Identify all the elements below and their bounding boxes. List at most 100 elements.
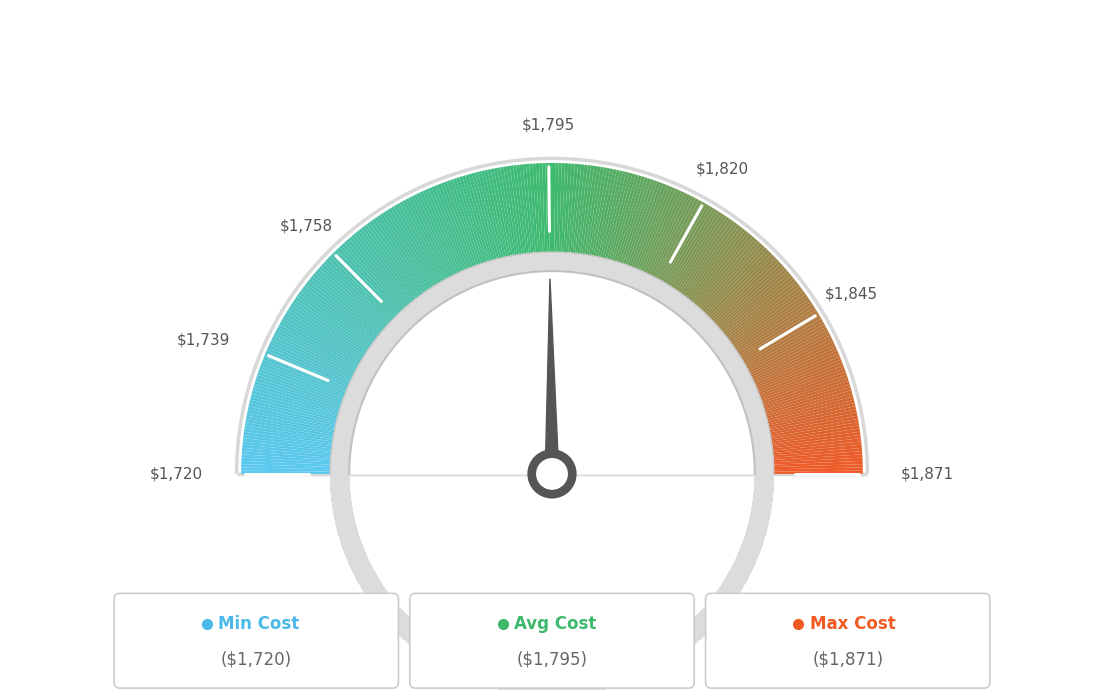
Wedge shape: [330, 252, 774, 690]
Wedge shape: [644, 191, 684, 275]
Wedge shape: [731, 294, 807, 348]
Wedge shape: [297, 294, 373, 348]
Wedge shape: [330, 252, 774, 690]
Wedge shape: [330, 252, 774, 690]
Wedge shape: [330, 252, 774, 690]
Wedge shape: [330, 252, 774, 690]
Wedge shape: [723, 278, 796, 337]
Wedge shape: [268, 344, 352, 384]
Wedge shape: [676, 217, 730, 293]
Wedge shape: [772, 461, 862, 467]
Wedge shape: [330, 252, 774, 690]
Wedge shape: [359, 228, 417, 302]
Wedge shape: [687, 228, 745, 302]
Wedge shape: [751, 342, 835, 382]
Wedge shape: [330, 252, 774, 690]
Wedge shape: [330, 252, 774, 690]
Wedge shape: [330, 252, 774, 690]
Wedge shape: [330, 252, 774, 690]
Wedge shape: [374, 217, 428, 293]
Wedge shape: [330, 252, 774, 690]
Wedge shape: [330, 252, 774, 690]
Wedge shape: [330, 252, 774, 690]
Wedge shape: [330, 252, 774, 690]
Wedge shape: [330, 252, 774, 690]
Wedge shape: [330, 252, 774, 690]
Wedge shape: [744, 322, 825, 368]
Wedge shape: [330, 252, 774, 690]
Wedge shape: [330, 252, 774, 690]
Wedge shape: [246, 415, 336, 435]
Wedge shape: [737, 307, 816, 358]
Wedge shape: [607, 172, 633, 262]
Wedge shape: [330, 252, 774, 690]
Wedge shape: [330, 252, 774, 690]
Wedge shape: [771, 442, 861, 453]
Wedge shape: [330, 252, 774, 690]
Wedge shape: [330, 252, 774, 690]
Wedge shape: [330, 252, 774, 690]
Wedge shape: [330, 252, 774, 690]
Wedge shape: [330, 252, 774, 690]
Wedge shape: [330, 252, 774, 690]
Wedge shape: [330, 252, 774, 690]
Wedge shape: [696, 239, 757, 309]
Wedge shape: [330, 252, 774, 690]
Wedge shape: [330, 252, 774, 690]
Wedge shape: [330, 252, 774, 690]
Wedge shape: [330, 252, 774, 690]
Wedge shape: [330, 252, 774, 690]
Wedge shape: [721, 276, 794, 335]
Wedge shape: [772, 471, 863, 474]
Wedge shape: [330, 252, 774, 690]
Wedge shape: [330, 252, 774, 690]
Wedge shape: [764, 393, 853, 420]
Wedge shape: [330, 252, 774, 690]
Wedge shape: [761, 378, 849, 408]
Wedge shape: [330, 252, 774, 690]
Wedge shape: [291, 302, 369, 354]
Wedge shape: [724, 281, 798, 339]
Wedge shape: [711, 259, 778, 324]
Wedge shape: [330, 252, 774, 690]
Wedge shape: [330, 252, 774, 690]
Wedge shape: [712, 261, 781, 325]
Wedge shape: [620, 178, 651, 266]
Wedge shape: [716, 268, 787, 331]
Wedge shape: [330, 252, 774, 690]
Wedge shape: [734, 299, 811, 352]
Wedge shape: [330, 252, 774, 690]
Wedge shape: [772, 464, 863, 469]
Wedge shape: [745, 324, 826, 370]
Text: ($1,871): ($1,871): [813, 650, 883, 668]
Wedge shape: [242, 455, 332, 462]
Wedge shape: [330, 252, 774, 690]
Wedge shape: [330, 252, 774, 690]
Wedge shape: [321, 264, 390, 327]
Wedge shape: [678, 219, 732, 295]
Wedge shape: [725, 284, 799, 341]
Wedge shape: [330, 252, 774, 690]
Wedge shape: [405, 199, 450, 280]
Wedge shape: [765, 397, 853, 422]
Wedge shape: [330, 252, 774, 690]
Wedge shape: [330, 252, 774, 690]
Wedge shape: [330, 252, 774, 690]
Wedge shape: [330, 252, 774, 690]
Wedge shape: [485, 170, 507, 259]
Wedge shape: [330, 252, 774, 690]
Wedge shape: [330, 252, 774, 690]
Wedge shape: [330, 252, 774, 690]
Wedge shape: [330, 252, 774, 690]
Wedge shape: [459, 176, 488, 264]
Wedge shape: [705, 252, 772, 318]
Wedge shape: [330, 252, 774, 690]
Wedge shape: [330, 252, 774, 690]
Wedge shape: [760, 372, 847, 404]
Wedge shape: [330, 252, 774, 690]
Wedge shape: [330, 252, 774, 690]
Wedge shape: [664, 206, 713, 286]
Wedge shape: [330, 252, 774, 690]
Wedge shape: [609, 174, 636, 262]
Wedge shape: [668, 210, 719, 288]
